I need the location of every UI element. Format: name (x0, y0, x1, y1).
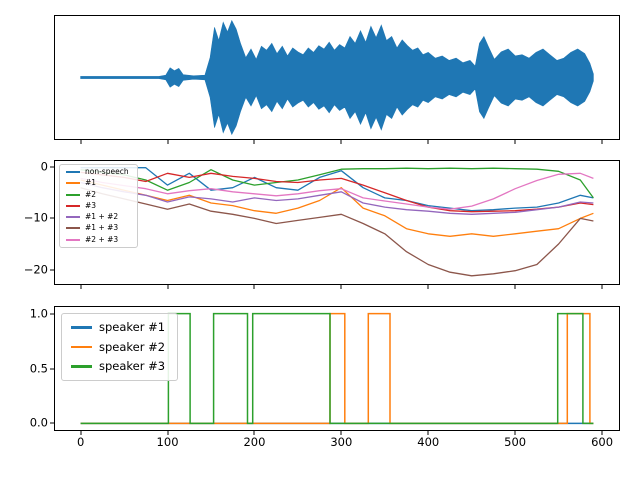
y-tick-label: −20 (23, 261, 48, 276)
y-tick-label: 0.0 (29, 415, 48, 430)
likelihood-axes: non-speech #1 #2 #3 #1 + #2 #1 + #3 #2 + #3 0 −… (24, 160, 620, 289)
legend-item: #1 (66, 178, 129, 188)
x-tick-mark (80, 140, 82, 144)
x-tick-mark (340, 285, 342, 289)
legend-label: #1 + #2 (85, 212, 119, 221)
x-tick-label: 400 (417, 435, 440, 449)
y-tick-mark (50, 217, 54, 219)
legend-item: speaker #3 (71, 360, 165, 373)
x-tick-mark (340, 431, 342, 435)
x-tick-mark (253, 285, 255, 289)
y-tick-label: 1.0 (29, 305, 48, 320)
legend-item: speaker #2 (71, 339, 166, 354)
waveform-axes (54, 15, 620, 144)
likelihood-plot (80, 167, 594, 277)
x-tick-mark (514, 140, 516, 144)
x-tick-mark (80, 431, 82, 435)
x-tick-mark (601, 285, 603, 289)
y-tick-label: 0.5 (29, 360, 48, 375)
x-tick-label: 200 (243, 435, 266, 449)
x-tick-mark (427, 431, 429, 435)
legend-line-sample (66, 204, 80, 207)
series-#2 (80, 167, 594, 199)
series-#1 + #2 (80, 181, 594, 215)
x-tick-mark (601, 140, 603, 144)
series-speaker #2 (80, 312, 594, 425)
x-tick-mark (514, 285, 516, 289)
legend-item: #1 + #3 (66, 223, 129, 233)
legend-line-sample (66, 182, 80, 185)
legend-label: #2 + #3 (85, 234, 119, 244)
speaker-activity-axes: speaker #1 speaker #2 speaker #3 0.0 0.5 1.0… (30, 306, 620, 448)
legend-item: #2 (66, 189, 129, 199)
x-tick-mark (340, 140, 342, 144)
y-tick-label: −10 (23, 210, 48, 225)
legend-item: speaker #1 (71, 321, 165, 334)
x-tick-label: 500 (504, 435, 527, 449)
speaker-legend: speaker #1 speaker #2 speaker #3 (61, 313, 179, 381)
x-tick-mark (253, 140, 255, 144)
series-#1 + #3 (80, 187, 594, 277)
y-tick-mark (50, 166, 54, 168)
legend-label: #3 (85, 200, 97, 210)
legend-label: non-speech (85, 167, 129, 176)
speaker-activity-plot (80, 312, 594, 425)
x-tick-mark (167, 431, 169, 435)
legend-label: #1 (85, 178, 97, 188)
x-tick-mark (167, 285, 169, 289)
x-tick-mark (601, 431, 603, 435)
y-tick-label: 0 (40, 159, 48, 174)
legend-item: non-speech (66, 167, 129, 176)
legend-line-sample (66, 193, 80, 196)
legend-line-sample (66, 216, 80, 219)
legend-label: speaker #3 (99, 359, 166, 374)
series-speaker #3 (80, 312, 594, 425)
legend-label: speaker #1 (99, 320, 166, 334)
legend-item: #3 (66, 200, 129, 210)
x-tick-label: 100 (156, 435, 179, 449)
y-tick-mark (50, 269, 54, 271)
legend-item: #1 + #2 (66, 212, 129, 221)
x-tick-mark (167, 140, 169, 144)
x-tick-label: 0 (76, 435, 85, 449)
x-tick-mark (80, 285, 82, 289)
y-tick-mark (50, 313, 54, 315)
x-tick-mark (427, 140, 429, 144)
legend-line-sample (66, 171, 80, 174)
series-#3 (80, 171, 594, 213)
x-tick-mark (514, 431, 516, 435)
legend-label: #1 + #3 (85, 223, 119, 233)
legend-line-sample (71, 345, 92, 349)
x-tick-mark (253, 431, 255, 435)
legend-line-sample (71, 326, 92, 329)
legend-line-sample (66, 238, 80, 241)
x-tick-label: 600 (591, 435, 614, 449)
legend-line-sample (71, 365, 92, 368)
waveform-shape (80, 19, 594, 136)
series-#2 + #3 (80, 172, 594, 210)
waveform-plot (80, 19, 594, 136)
series-#1 (80, 179, 594, 237)
y-tick-mark (50, 422, 54, 424)
legend-item: #2 + #3 (66, 234, 129, 244)
y-tick-mark (50, 368, 54, 369)
series-non-speech (80, 167, 594, 212)
legend-label: #2 (85, 189, 97, 199)
likelihood-legend: non-speech #1 #2 #3 #1 + #2 #1 + #3 #2 + #3 (59, 164, 138, 248)
x-tick-mark (427, 285, 429, 289)
x-tick-label: 300 (330, 435, 353, 449)
legend-label: speaker #2 (99, 339, 166, 354)
legend-line-sample (66, 227, 80, 230)
